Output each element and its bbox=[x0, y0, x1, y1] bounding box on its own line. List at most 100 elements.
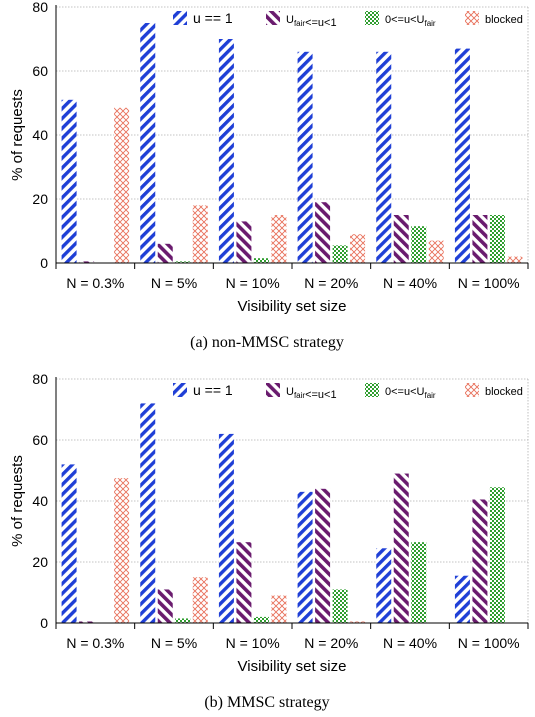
x-tick-label: N = 10% bbox=[226, 275, 280, 291]
legend-item: 0<=u<Ufair bbox=[365, 11, 436, 28]
x-axis-label: Visibility set size bbox=[238, 298, 347, 315]
bar bbox=[175, 618, 191, 623]
y-tick-label: 80 bbox=[32, 371, 48, 387]
legend-label: 0<=u<Ufair bbox=[385, 14, 436, 28]
caption: (a) non-MMSC strategy bbox=[190, 334, 344, 351]
bar bbox=[315, 202, 331, 263]
y-tick-label: 40 bbox=[32, 127, 48, 143]
x-tick-label: N = 5% bbox=[151, 275, 197, 291]
y-tick-label: 0 bbox=[40, 615, 48, 631]
bar bbox=[79, 261, 95, 263]
x-tick-label: N = 10% bbox=[226, 635, 280, 651]
y-tick-labels: 0 20 40 60 80 bbox=[32, 371, 48, 631]
legend-label: u == 1 bbox=[193, 10, 233, 26]
bar bbox=[175, 261, 191, 263]
bar bbox=[332, 589, 348, 623]
bar bbox=[140, 403, 156, 623]
bar bbox=[192, 205, 208, 263]
axes bbox=[55, 377, 529, 629]
bar bbox=[411, 226, 427, 263]
y-tick-labels: 0 20 40 60 80 bbox=[32, 0, 48, 271]
bar bbox=[376, 51, 392, 263]
legend-label: blocked bbox=[485, 386, 523, 398]
bar bbox=[315, 488, 331, 623]
x-tick-label: N = 40% bbox=[383, 635, 437, 651]
legend: u == 1 Ufair<=u<1 0<=u<Ufair blocked bbox=[173, 10, 523, 29]
legend-swatch bbox=[465, 383, 479, 397]
bar bbox=[253, 258, 269, 263]
x-axis-label: Visibility set size bbox=[238, 658, 347, 675]
legend-swatch bbox=[266, 383, 280, 397]
bar bbox=[61, 464, 77, 623]
y-tick-label: 60 bbox=[32, 432, 48, 448]
gridlines bbox=[56, 378, 529, 623]
bar bbox=[218, 433, 234, 623]
y-axis-label: % of requests bbox=[9, 89, 26, 181]
x-tick-labels: N = 0.3% N = 5% N = 10% N = 20% N = 40% N = 1… bbox=[66, 275, 519, 291]
bar bbox=[157, 243, 173, 263]
bar bbox=[472, 215, 488, 263]
x-tick-label: N = 0.3% bbox=[66, 275, 124, 291]
bar bbox=[411, 542, 427, 623]
bar bbox=[271, 595, 287, 623]
bar bbox=[236, 221, 252, 263]
legend-label: u == 1 bbox=[193, 382, 233, 398]
bar bbox=[114, 107, 130, 263]
x-tick-labels: N = 0.3% N = 5% N = 10% N = 20% N = 40% N = 1… bbox=[66, 635, 519, 651]
y-tick-label: 20 bbox=[32, 554, 48, 570]
x-tick-label: N = 100% bbox=[458, 635, 520, 651]
bar bbox=[428, 240, 444, 263]
legend-item: u == 1 bbox=[173, 382, 233, 398]
y-tick-label: 0 bbox=[40, 255, 48, 271]
bars bbox=[61, 403, 505, 623]
bar bbox=[271, 215, 287, 263]
bar bbox=[236, 542, 252, 623]
legend: u == 1 Ufair<=u<1 0<=u<Ufair blocked bbox=[173, 382, 523, 401]
legend-label: Ufair<=u<1 bbox=[286, 386, 337, 401]
bar bbox=[454, 48, 470, 263]
legend-item: u == 1 bbox=[173, 10, 233, 26]
bar bbox=[253, 616, 269, 623]
bar bbox=[507, 256, 523, 263]
bar bbox=[114, 478, 130, 623]
legend-swatch bbox=[266, 11, 280, 25]
bar bbox=[61, 99, 77, 263]
legend-swatch bbox=[365, 11, 379, 25]
bar bbox=[140, 23, 156, 263]
legend-item: blocked bbox=[465, 383, 523, 398]
legend-label: blocked bbox=[485, 14, 523, 26]
caption: (b) MMSC strategy bbox=[204, 694, 329, 711]
bar bbox=[218, 39, 234, 263]
legend-swatch bbox=[465, 11, 479, 25]
bar bbox=[489, 487, 505, 623]
bar bbox=[393, 473, 409, 623]
bar bbox=[192, 577, 208, 623]
bar bbox=[350, 621, 366, 623]
y-axis-label: % of requests bbox=[9, 455, 26, 547]
bars bbox=[61, 23, 523, 263]
legend-label: Ufair<=u<1 bbox=[286, 14, 337, 29]
legend-swatch bbox=[173, 11, 187, 25]
legend-item: Ufair<=u<1 bbox=[266, 383, 337, 401]
legend-item: Ufair<=u<1 bbox=[266, 11, 337, 29]
bar bbox=[454, 575, 470, 623]
axes bbox=[55, 5, 529, 269]
gridlines bbox=[56, 6, 529, 263]
legend-item: 0<=u<Ufair bbox=[365, 383, 436, 400]
x-tick-label: N = 5% bbox=[151, 635, 197, 651]
bar bbox=[350, 234, 366, 263]
bar bbox=[79, 621, 95, 623]
bar bbox=[472, 499, 488, 623]
legend-label: 0<=u<Ufair bbox=[385, 386, 436, 400]
y-tick-label: 60 bbox=[32, 63, 48, 79]
x-tick-label: N = 0.3% bbox=[66, 635, 124, 651]
x-tick-label: N = 20% bbox=[304, 635, 358, 651]
bar bbox=[157, 589, 173, 623]
y-tick-label: 80 bbox=[32, 0, 48, 15]
bar bbox=[297, 491, 313, 623]
bar bbox=[489, 215, 505, 263]
legend-item: blocked bbox=[465, 11, 523, 26]
